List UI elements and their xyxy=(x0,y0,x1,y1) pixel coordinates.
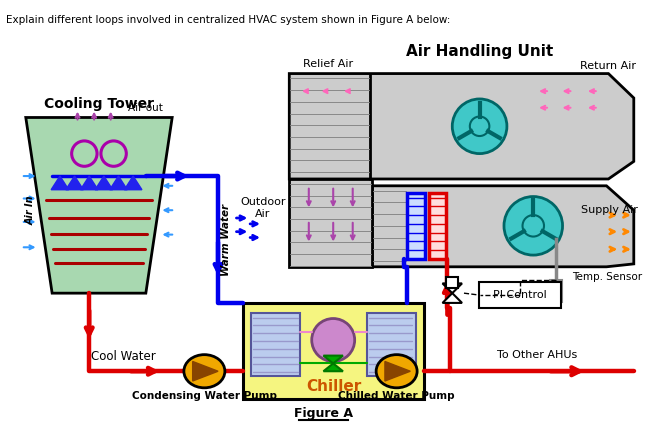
Polygon shape xyxy=(373,186,634,267)
Circle shape xyxy=(504,197,562,255)
Text: Cool Water: Cool Water xyxy=(91,350,156,363)
Polygon shape xyxy=(385,361,411,381)
Polygon shape xyxy=(289,73,634,179)
Bar xyxy=(407,193,425,259)
Text: Chilled Water Pump: Chilled Water Pump xyxy=(338,391,455,401)
Bar xyxy=(367,313,416,376)
Text: Return Air: Return Air xyxy=(579,61,636,71)
Ellipse shape xyxy=(184,355,225,388)
Text: Cooling Tower: Cooling Tower xyxy=(44,97,154,111)
Bar xyxy=(429,193,446,259)
Text: Outdoor
Air: Outdoor Air xyxy=(240,198,286,219)
Polygon shape xyxy=(80,176,98,190)
Circle shape xyxy=(522,215,544,236)
Text: Temp. Sensor: Temp. Sensor xyxy=(572,271,643,281)
Circle shape xyxy=(452,99,507,153)
Ellipse shape xyxy=(376,355,417,388)
Text: Chiller: Chiller xyxy=(306,379,361,394)
Polygon shape xyxy=(51,176,69,190)
Text: Air Handling Unit: Air Handling Unit xyxy=(406,44,553,59)
Bar xyxy=(251,313,300,376)
Text: Supply Air: Supply Air xyxy=(581,205,638,215)
Bar xyxy=(550,281,562,302)
Bar xyxy=(289,179,373,267)
Text: Warm Water: Warm Water xyxy=(221,203,231,276)
Text: Explain different loops involved in centralized HVAC system shown in Figure A be: Explain different loops involved in cent… xyxy=(7,15,451,25)
Polygon shape xyxy=(95,176,112,190)
Polygon shape xyxy=(443,284,462,293)
Text: To Other AHUs: To Other AHUs xyxy=(497,350,578,360)
Polygon shape xyxy=(323,364,343,371)
Circle shape xyxy=(311,319,355,361)
Polygon shape xyxy=(66,176,83,190)
Bar xyxy=(446,277,458,288)
Circle shape xyxy=(470,117,489,136)
Polygon shape xyxy=(443,293,462,303)
Text: PI Control: PI Control xyxy=(493,290,547,300)
Polygon shape xyxy=(124,176,142,190)
Text: Relief Air: Relief Air xyxy=(304,59,353,69)
Text: Air In: Air In xyxy=(26,195,35,225)
Text: Condensing Water Pump: Condensing Water Pump xyxy=(132,391,277,401)
Polygon shape xyxy=(323,356,343,364)
Polygon shape xyxy=(26,118,172,293)
Text: Figure A: Figure A xyxy=(294,407,353,420)
Bar xyxy=(243,303,424,399)
Polygon shape xyxy=(110,176,127,190)
Polygon shape xyxy=(193,361,218,381)
Text: Air out: Air out xyxy=(128,103,163,113)
FancyBboxPatch shape xyxy=(478,282,560,308)
